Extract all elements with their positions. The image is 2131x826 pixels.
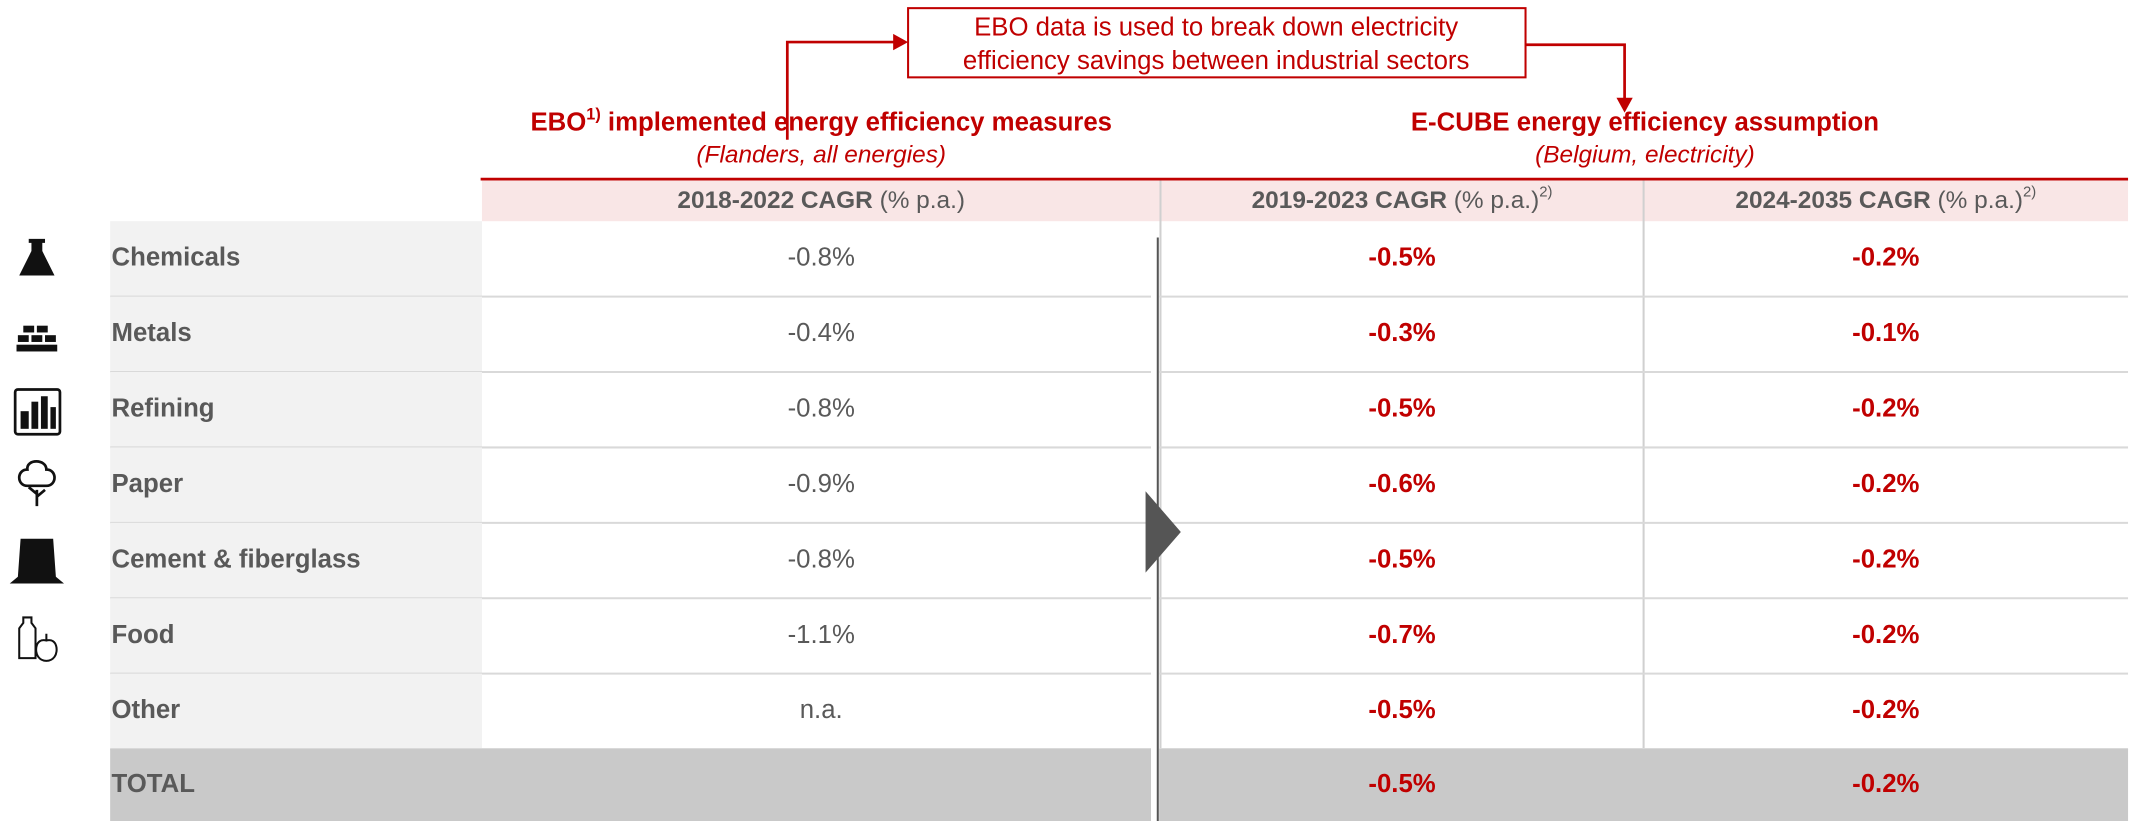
row-label: Paper	[112, 470, 184, 498]
left-header-title: EBO1) implemented energy efficiency meas…	[530, 106, 1112, 137]
cell: -0.3%	[1368, 319, 1435, 347]
header-bold: 2019-2023 CAGR	[1252, 188, 1448, 215]
icons	[9, 238, 65, 662]
icon-refining	[13, 388, 62, 436]
label-cell	[110, 221, 482, 297]
row-label: Refining	[112, 395, 215, 423]
cell: n.a.	[800, 696, 843, 724]
row-label: Metals	[112, 319, 192, 347]
title: EBO	[530, 108, 586, 136]
left-header-subtitle: (Flanders, all energies)	[696, 142, 946, 169]
cell: -0.8%	[788, 244, 855, 272]
title: implemented energy efficiency measures	[601, 108, 1112, 136]
icon-food	[18, 616, 58, 662]
cell: -0.2%	[1852, 395, 1919, 423]
column-header: 2018-2022 CAGR (% p.a.)	[677, 188, 965, 215]
cell: -0.5%	[1368, 696, 1435, 724]
superscript: 2)	[2023, 184, 2036, 201]
cell: -0.2%	[1852, 244, 1919, 272]
column-header: 2019-2023 CAGR (% p.a.)2)	[1252, 184, 1553, 215]
label-cell	[110, 598, 482, 674]
separator-arrow	[1145, 491, 1181, 573]
row-label: Food	[112, 621, 175, 649]
right-header-title: E-CUBE energy efficiency assumption	[1411, 108, 1879, 136]
right-header-subtitle: (Belgium, electricity)	[1535, 142, 1755, 169]
label-cell	[110, 372, 482, 448]
label-cell	[110, 522, 482, 599]
header-row	[481, 180, 2129, 222]
total-row	[110, 749, 2129, 821]
cell: -1.1%	[788, 621, 855, 649]
total-label: TOTAL	[112, 770, 196, 798]
header-bold: 2024-2035 CAGR	[1735, 188, 1931, 215]
row-label: Cement & fiberglass	[112, 545, 361, 573]
cell: -0.5%	[1368, 545, 1435, 573]
label-cell	[110, 296, 482, 373]
callout-text: efficiency savings between industrial se…	[963, 47, 1470, 75]
cell: -0.7%	[1368, 621, 1435, 649]
column-header: 2024-2035 CAGR (% p.a.)2)	[1735, 184, 2036, 215]
callout-text: EBO data is used to break down electrici…	[974, 13, 1458, 41]
cell: -0.9%	[788, 470, 855, 498]
table: 2018-2022 CAGR (% p.a.) 2019-2023 CAGR (%…	[110, 180, 2129, 822]
cell: -0.8%	[788, 395, 855, 423]
cell: -0.5%	[1368, 244, 1435, 272]
header-unit: (% p.a.)	[1931, 188, 2023, 215]
cell: -0.8%	[788, 545, 855, 573]
icon-metals	[16, 325, 58, 352]
total-cell: -0.2%	[1852, 770, 1919, 798]
label-cell	[110, 447, 482, 523]
row-label: Chemicals	[112, 244, 241, 272]
icon-cement	[9, 538, 65, 584]
total-cell: -0.5%	[1368, 770, 1435, 798]
icon-chemicals	[19, 238, 55, 276]
cell: -0.6%	[1368, 470, 1435, 498]
arrow	[785, 40, 896, 140]
cell: -0.2%	[1852, 470, 1919, 498]
cell: -0.4%	[788, 319, 855, 347]
callout-box	[907, 7, 1527, 79]
label-cell	[110, 673, 482, 750]
icon-paper	[17, 460, 56, 507]
row-label: Other	[112, 696, 181, 724]
arrow-head	[893, 33, 909, 51]
cell: -0.5%	[1368, 395, 1435, 423]
cell: -0.2%	[1852, 545, 1919, 573]
superscript: 2)	[1539, 184, 1552, 201]
header-unit: (% p.a.)	[873, 188, 965, 215]
header-unit: (% p.a.)	[1447, 188, 1539, 215]
cell: -0.2%	[1852, 621, 1919, 649]
cell: -0.1%	[1852, 319, 1919, 347]
cell: -0.2%	[1852, 696, 1919, 724]
arrow	[1525, 43, 1626, 101]
superscript: 1)	[586, 106, 600, 124]
header-bold: 2018-2022 CAGR	[677, 188, 873, 215]
arrow-head	[1616, 97, 1633, 113]
